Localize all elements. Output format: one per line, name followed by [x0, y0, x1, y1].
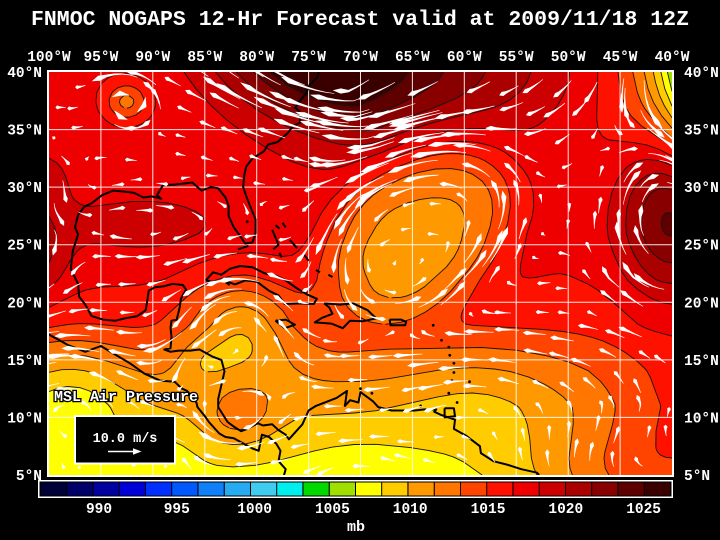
- svg-text:85°W: 85°W: [187, 50, 222, 66]
- svg-text:15°N: 15°N: [684, 354, 719, 370]
- svg-text:5°N: 5°N: [16, 469, 42, 485]
- svg-text:25°N: 25°N: [7, 239, 42, 255]
- svg-text:1015: 1015: [471, 502, 506, 518]
- svg-text:1020: 1020: [548, 502, 583, 518]
- svg-text:15°N: 15°N: [7, 354, 42, 370]
- svg-text:65°W: 65°W: [395, 50, 430, 66]
- svg-text:995: 995: [164, 502, 190, 518]
- svg-text:90°W: 90°W: [135, 50, 170, 66]
- svg-text:mb: mb: [347, 519, 365, 536]
- svg-text:95°W: 95°W: [83, 50, 118, 66]
- svg-text:40°N: 40°N: [7, 66, 42, 82]
- svg-text:60°W: 60°W: [447, 50, 482, 66]
- svg-text:MSL Air Pressure: MSL Air Pressure: [54, 389, 198, 406]
- svg-text:30°N: 30°N: [7, 181, 42, 197]
- svg-text:80°W: 80°W: [239, 50, 274, 66]
- svg-text:10°N: 10°N: [7, 411, 42, 427]
- svg-text:75°W: 75°W: [291, 50, 326, 66]
- svg-text:35°N: 35°N: [684, 124, 719, 140]
- svg-text:40°W: 40°W: [655, 50, 690, 66]
- svg-text:45°W: 45°W: [603, 50, 638, 66]
- svg-text:990: 990: [86, 502, 112, 518]
- svg-text:25°N: 25°N: [684, 239, 719, 255]
- svg-text:FNMOC NOGAPS 12-Hr Forecast va: FNMOC NOGAPS 12-Hr Forecast valid at 200…: [31, 8, 689, 32]
- svg-text:70°W: 70°W: [343, 50, 378, 66]
- svg-text:30°N: 30°N: [684, 181, 719, 197]
- svg-text:50°W: 50°W: [551, 50, 586, 66]
- svg-text:100°W: 100°W: [27, 50, 71, 66]
- svg-text:10.0 m/s: 10.0 m/s: [93, 432, 158, 447]
- svg-text:40°N: 40°N: [684, 66, 719, 82]
- svg-text:5°N: 5°N: [684, 469, 710, 485]
- svg-text:1005: 1005: [315, 502, 350, 518]
- svg-text:20°N: 20°N: [7, 296, 42, 312]
- svg-text:1010: 1010: [393, 502, 428, 518]
- svg-text:10°N: 10°N: [684, 411, 719, 427]
- svg-text:20°N: 20°N: [684, 296, 719, 312]
- svg-text:35°N: 35°N: [7, 124, 42, 140]
- svg-text:1000: 1000: [237, 502, 272, 518]
- svg-text:1025: 1025: [626, 502, 661, 518]
- svg-text:55°W: 55°W: [499, 50, 534, 66]
